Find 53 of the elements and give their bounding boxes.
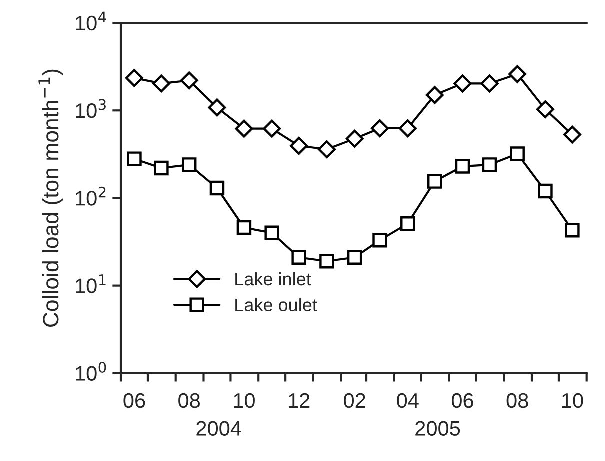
point xyxy=(428,174,442,189)
y-tick-label: 10$^{3}$ xyxy=(76,99,106,118)
point xyxy=(236,220,252,236)
point xyxy=(292,250,306,265)
point xyxy=(455,159,470,174)
y-tick-label: 10$^{1}$ xyxy=(76,274,106,294)
x-tick-label: 10 xyxy=(562,393,584,408)
point xyxy=(372,233,388,248)
point xyxy=(565,222,580,238)
point xyxy=(347,250,362,265)
point xyxy=(152,74,170,93)
point xyxy=(264,226,280,240)
point xyxy=(127,152,142,166)
point xyxy=(508,65,527,84)
point xyxy=(400,216,416,232)
point xyxy=(154,160,169,176)
point xyxy=(318,140,336,158)
point xyxy=(346,130,364,148)
x-tick-label: 08 xyxy=(178,393,200,408)
point xyxy=(263,120,282,138)
y-tick-label: 10$^{2}$ xyxy=(76,186,106,206)
text: 2004 xyxy=(196,421,242,436)
x-tick-label: 12 xyxy=(289,393,310,408)
x-tick-label: 10 xyxy=(234,393,255,408)
point xyxy=(538,184,553,199)
point xyxy=(482,158,498,172)
point xyxy=(398,120,417,138)
point xyxy=(182,158,197,172)
point xyxy=(320,254,334,269)
point xyxy=(235,120,254,138)
point xyxy=(480,74,499,93)
point xyxy=(563,126,582,144)
x-tick-label: 06 xyxy=(124,393,146,408)
point xyxy=(454,74,472,93)
legend-label: Lake oulet xyxy=(236,298,318,312)
point xyxy=(180,72,198,90)
y-tick-label: 10$^{0}$ xyxy=(76,362,106,382)
point xyxy=(371,120,389,138)
x-tick-label: 04 xyxy=(397,393,419,408)
x-tick-label: 06 xyxy=(452,393,474,408)
point xyxy=(536,100,554,118)
point xyxy=(426,86,444,104)
y-tick-label: 10$^{4}$ xyxy=(76,12,106,31)
y-axis-title: Colloid load (ton month$^{−1}$) xyxy=(38,70,64,327)
x-tick-label: 02 xyxy=(344,393,366,408)
legend-label: Lake inlet xyxy=(236,272,312,286)
point xyxy=(208,98,226,117)
text: 2005 xyxy=(416,421,460,436)
point xyxy=(290,137,308,155)
point xyxy=(126,69,144,88)
point xyxy=(210,180,225,196)
point xyxy=(510,146,525,162)
x-tick-label: 08 xyxy=(506,393,528,408)
